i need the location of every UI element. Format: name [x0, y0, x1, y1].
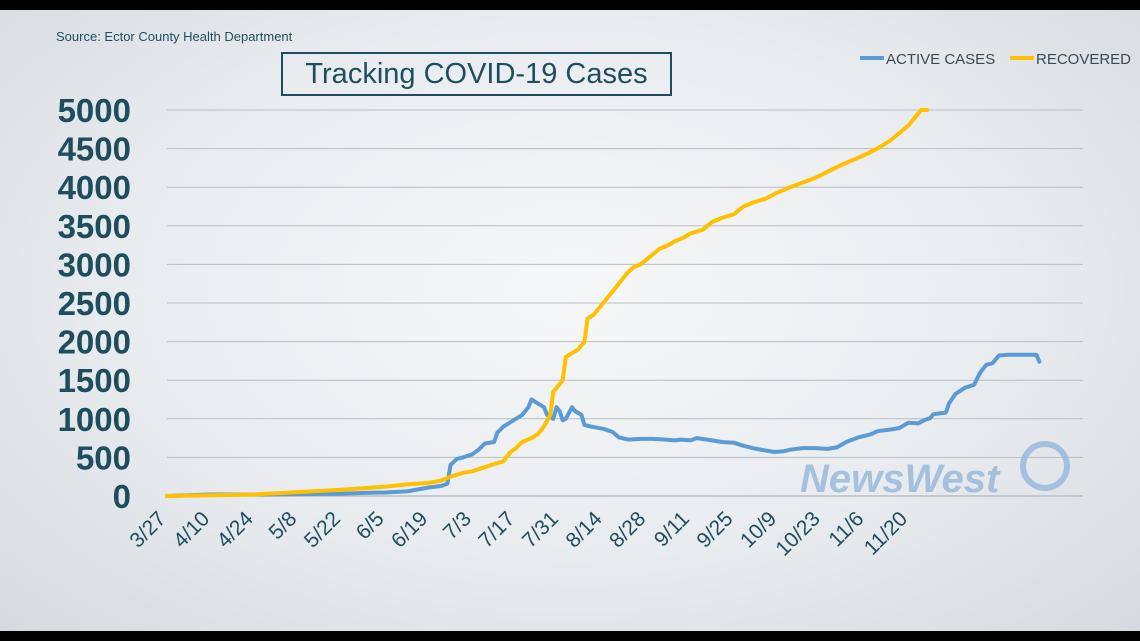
source-note: Source: Ector County Health Department	[56, 29, 293, 44]
watermark-logo: NewsWest	[800, 457, 1001, 501]
x-tick-label: 7/3	[439, 507, 476, 544]
x-tick-label: 5/22	[300, 507, 345, 552]
x-tick-label: 9/11	[650, 507, 694, 551]
y-tick-label: 0	[113, 478, 131, 515]
x-tick-label: 4/10	[169, 507, 214, 552]
series-line-recovered	[165, 108, 930, 498]
x-tick-label: 4/24	[213, 507, 258, 552]
x-tick-label: 3/27	[125, 507, 170, 552]
x-tick-label: 9/25	[692, 507, 737, 552]
x-tick-label: 10/23	[771, 507, 824, 560]
y-tick-label: 500	[76, 439, 131, 476]
y-tick-label: 1500	[58, 362, 131, 399]
y-tick-label: 5000	[58, 92, 131, 129]
y-tick-label: 2500	[58, 285, 131, 322]
x-tick-label: 11/20	[860, 507, 912, 559]
x-tick-label: 8/14	[562, 507, 607, 552]
x-tick-label: 7/17	[474, 507, 519, 552]
chart-svg: 0500100015002000250030003500400045005000…	[58, 51, 1132, 561]
chart-title: Tracking COVID-19 Cases	[281, 52, 672, 96]
x-tick-label: 7/31	[518, 507, 563, 552]
y-tick-label: 1000	[58, 401, 131, 438]
y-tick-label: 3000	[58, 246, 131, 283]
x-tick-label: 5/8	[264, 507, 301, 544]
y-tick-label: 4500	[58, 131, 131, 168]
watermark-star-icon	[1020, 441, 1070, 491]
legend-label-active-cases: ACTIVE CASES	[886, 51, 995, 68]
x-tick-label: 6/19	[387, 507, 432, 552]
y-tick-label: 3500	[58, 208, 131, 245]
y-tick-label: 4000	[58, 169, 131, 206]
series-line-active-cases	[165, 352, 1042, 498]
y-tick-label: 2000	[58, 324, 131, 361]
legend-label-recovered: RECOVERED	[1036, 51, 1131, 68]
x-tick-label: 6/5	[352, 507, 389, 544]
chart-panel: Source: Ector County Health Department T…	[0, 10, 1140, 631]
x-tick-label: 8/28	[605, 507, 650, 552]
